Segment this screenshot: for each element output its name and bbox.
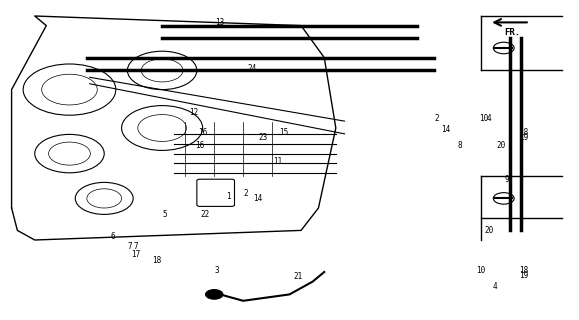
Text: 14: 14 — [253, 194, 262, 203]
Text: 17: 17 — [131, 250, 141, 259]
Text: 23: 23 — [259, 133, 268, 142]
Text: 13: 13 — [215, 18, 225, 27]
Circle shape — [206, 290, 223, 299]
Text: 16: 16 — [198, 128, 207, 137]
Text: 20: 20 — [496, 141, 505, 150]
Text: 7: 7 — [134, 242, 138, 251]
Text: 9: 9 — [504, 175, 509, 184]
Text: 7: 7 — [128, 242, 133, 251]
Text: 24: 24 — [247, 64, 256, 73]
Text: FR.: FR. — [504, 28, 521, 36]
Text: 10: 10 — [479, 114, 488, 123]
Text: 14: 14 — [441, 125, 450, 134]
Text: 3: 3 — [215, 266, 219, 275]
Text: 16: 16 — [195, 141, 204, 150]
Text: 4: 4 — [493, 282, 497, 291]
Text: 15: 15 — [279, 128, 288, 137]
Text: 2: 2 — [244, 189, 248, 198]
Text: 21: 21 — [294, 272, 303, 281]
Text: 18: 18 — [519, 128, 529, 137]
Text: 12: 12 — [189, 108, 199, 116]
Text: 2: 2 — [435, 114, 439, 123]
Text: 22: 22 — [201, 210, 210, 219]
Text: 11: 11 — [273, 157, 283, 166]
Text: 19: 19 — [519, 133, 529, 142]
Text: 4: 4 — [487, 114, 492, 123]
Text: 20: 20 — [485, 226, 494, 235]
Text: 1: 1 — [226, 192, 231, 201]
Text: 18: 18 — [519, 266, 529, 275]
Text: 8: 8 — [458, 141, 463, 150]
Text: 5: 5 — [163, 210, 167, 219]
FancyBboxPatch shape — [197, 179, 234, 206]
Text: 18: 18 — [152, 256, 161, 265]
Text: 10: 10 — [476, 266, 485, 275]
Text: 19: 19 — [519, 271, 529, 280]
Text: 6: 6 — [111, 232, 115, 241]
